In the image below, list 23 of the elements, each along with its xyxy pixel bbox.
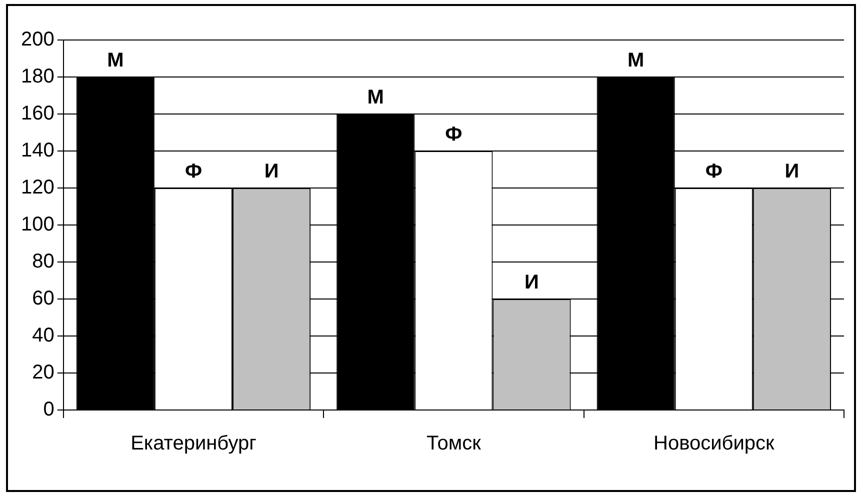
text: И	[784, 160, 800, 183]
y-tick-label: 200	[20, 28, 54, 51]
text: Ф	[705, 160, 722, 183]
text: Ф	[445, 124, 462, 146]
text: М	[627, 50, 644, 72]
y-tick-label: 40	[32, 324, 54, 347]
text: И	[524, 272, 539, 294]
x-tick-label: Новосибирск	[654, 432, 775, 455]
y-tick-label: 100	[20, 214, 54, 236]
x-tick-label: Екатеринбург	[130, 432, 256, 455]
text: М	[367, 86, 384, 109]
y-tick-label: 140	[20, 140, 54, 162]
series-label: Ф	[184, 160, 202, 183]
y-tick-label: 160	[20, 102, 54, 125]
y-tick-label: 0	[43, 398, 54, 421]
series-label: И	[264, 160, 279, 183]
x-tick-label: Томск	[426, 432, 482, 455]
y-tick-label: 180	[20, 66, 54, 88]
y-tick-label: 80	[32, 250, 54, 273]
y-tick-label: 120	[20, 176, 54, 199]
y-tick-label: 60	[32, 288, 54, 310]
series-label: М	[107, 50, 124, 72]
y-tick-label: 20	[32, 362, 54, 384]
